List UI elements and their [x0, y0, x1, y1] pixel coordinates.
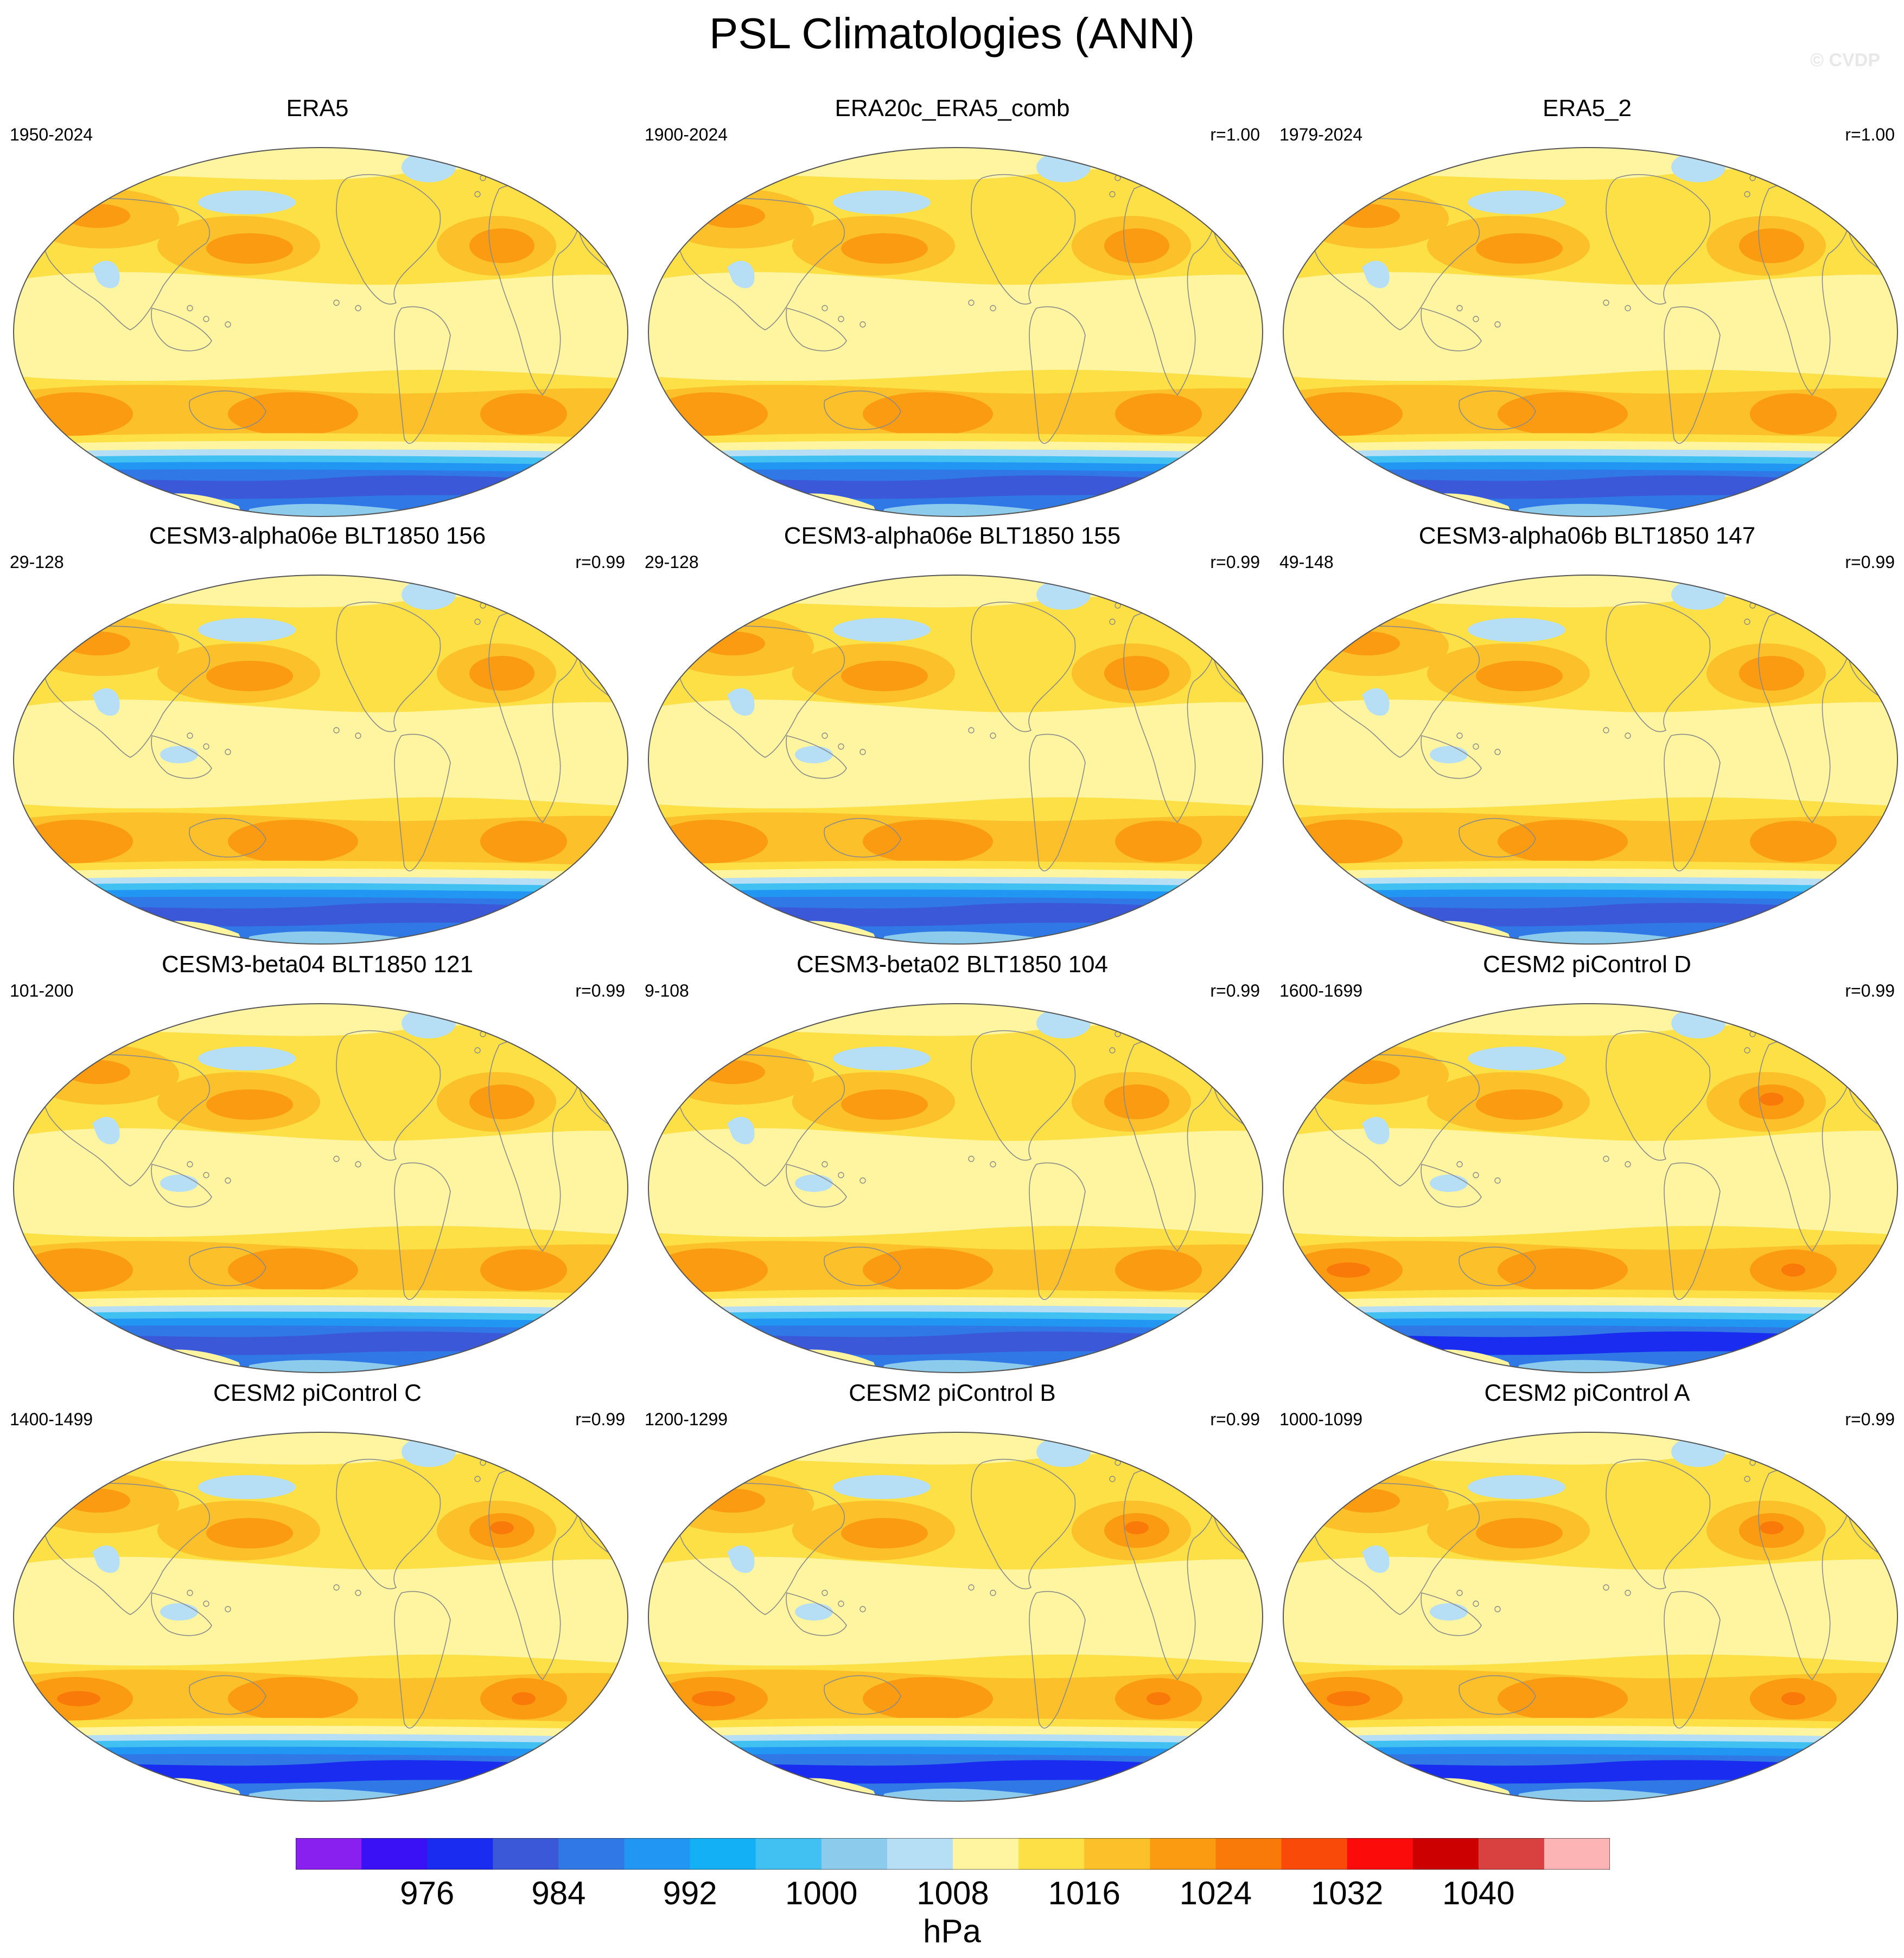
- panel-title: ERA20c_ERA5_comb: [835, 95, 1070, 122]
- map-panel: CESM2 piControl A 1000-1099 r=0.99: [1270, 1378, 1904, 1804]
- panel-correlation: r=0.99: [1845, 552, 1895, 572]
- panel-correlation: r=0.99: [575, 552, 625, 572]
- colorbar-tick-label: 1016: [1048, 1875, 1120, 1911]
- map-panel: CESM2 piControl B 1200-1299 r=0.99: [635, 1378, 1270, 1804]
- psl-map: [648, 1432, 1263, 1802]
- colorbar-swatch: [1150, 1838, 1216, 1870]
- panel-correlation: r=1.00: [1210, 125, 1260, 144]
- colorbar-swatch: [296, 1838, 362, 1870]
- panel-title: CESM3-alpha06b BLT1850 147: [1418, 522, 1756, 549]
- psl-map: [1283, 1432, 1898, 1802]
- colorbar: [296, 1838, 1610, 1870]
- panel-title: CESM3-beta02 BLT1850 104: [797, 951, 1108, 978]
- map-panel: ERA5_2 1979-2024 r=1.00: [1270, 93, 1904, 519]
- colorbar-swatch: [1084, 1838, 1150, 1870]
- map-panel: CESM3-alpha06e BLT1850 156 29-128 r=0.99: [0, 521, 635, 947]
- colorbar-swatch: [1412, 1838, 1479, 1870]
- panel-correlation: r=0.99: [1845, 981, 1895, 1000]
- panel-correlation: r=0.99: [1845, 1409, 1895, 1429]
- colorbar-swatch: [1281, 1838, 1348, 1870]
- psl-map: [13, 1003, 628, 1373]
- psl-map: [1283, 147, 1898, 517]
- colorbar-tick-label: 1008: [916, 1875, 989, 1911]
- panel-title: CESM2 piControl A: [1484, 1380, 1690, 1406]
- map-panel: CESM3-beta02 BLT1850 104 9-108 r=0.99: [635, 949, 1270, 1375]
- colorbar-swatch: [1478, 1838, 1545, 1870]
- panel-year-range: 1950-2024: [10, 125, 93, 144]
- colorbar-swatch: [1215, 1838, 1282, 1870]
- panel-year-range: 1600-1699: [1279, 981, 1363, 1000]
- colorbar-units: hPa: [923, 1913, 981, 1949]
- colorbar-swatch: [755, 1838, 822, 1870]
- colorbar-swatch: [558, 1838, 625, 1870]
- figure-title: PSL Climatologies (ANN): [709, 9, 1195, 58]
- panel-correlation: r=1.00: [1845, 125, 1895, 144]
- panel-year-range: 1000-1099: [1279, 1409, 1363, 1429]
- map-panel: CESM3-alpha06b BLT1850 147 49-148 r=0.99: [1270, 521, 1904, 947]
- panel-year-range: 29-128: [645, 552, 699, 572]
- panel-correlation: r=0.99: [575, 1409, 625, 1429]
- map-panel: CESM2 piControl C 1400-1499 r=0.99: [0, 1378, 635, 1804]
- colorbar-swatch: [887, 1838, 953, 1870]
- panel-title: ERA5_2: [1543, 95, 1632, 122]
- panel-year-range: 101-200: [10, 981, 74, 1000]
- panel-year-range: 49-148: [1279, 552, 1334, 572]
- psl-map: [13, 1432, 628, 1802]
- panel-title: ERA5: [286, 95, 349, 122]
- colorbar-swatch: [624, 1838, 691, 1870]
- colorbar-swatch: [953, 1838, 1019, 1870]
- panel-title: CESM2 piControl C: [213, 1380, 422, 1406]
- psl-map: [13, 147, 628, 517]
- colorbar-tick-label: 976: [400, 1875, 455, 1911]
- colorbar-tick-label: 1032: [1310, 1875, 1384, 1911]
- panel-year-range: 1200-1299: [645, 1409, 728, 1429]
- colorbar-tick-label: 992: [663, 1875, 717, 1911]
- panel-year-range: 1979-2024: [1279, 125, 1363, 144]
- colorbar-swatch: [690, 1838, 756, 1870]
- psl-map: [1283, 1003, 1898, 1373]
- map-panel: CESM2 piControl D 1600-1699 r=0.99: [1270, 949, 1904, 1375]
- panel-correlation: r=0.99: [1210, 1409, 1260, 1429]
- panel-title: CESM3-alpha06e BLT1850 156: [149, 522, 486, 549]
- colorbar-tick-label: 984: [531, 1875, 586, 1911]
- colorbar-swatch: [1544, 1838, 1610, 1870]
- panel-correlation: r=0.99: [1210, 981, 1260, 1000]
- colorbar-tick-label: 1024: [1179, 1875, 1252, 1911]
- colorbar-swatch: [427, 1838, 493, 1870]
- colorbar-tick-label: 1000: [785, 1875, 858, 1911]
- colorbar-swatch: [493, 1838, 559, 1870]
- psl-map: [648, 147, 1263, 517]
- panel-title: CESM2 piControl D: [1483, 951, 1691, 978]
- panel-title: CESM3-alpha06e BLT1850 155: [784, 522, 1121, 549]
- psl-map: [648, 1003, 1263, 1373]
- colorbar-swatch: [1347, 1838, 1413, 1870]
- cvdp-watermark: © CVDP: [1810, 50, 1880, 71]
- panel-year-range: 9-108: [645, 981, 689, 1000]
- panel-year-range: 1900-2024: [645, 125, 728, 144]
- panel-correlation: r=0.99: [575, 981, 625, 1000]
- panel-correlation: r=0.99: [1210, 552, 1260, 572]
- panel-year-range: 1400-1499: [10, 1409, 93, 1429]
- map-panel: CESM3-beta04 BLT1850 121 101-200 r=0.99: [0, 949, 635, 1375]
- colorbar-swatch: [361, 1838, 428, 1870]
- colorbar-swatch: [1018, 1838, 1085, 1870]
- map-panel: CESM3-alpha06e BLT1850 155 29-128 r=0.99: [635, 521, 1270, 947]
- psl-map: [1283, 575, 1898, 945]
- panel-title: CESM2 piControl B: [849, 1380, 1056, 1406]
- colorbar-swatch: [821, 1838, 888, 1870]
- psl-map: [13, 575, 628, 945]
- colorbar-tick-label: 1040: [1442, 1875, 1515, 1911]
- psl-map: [648, 575, 1263, 945]
- map-panel: ERA5 1950-2024: [0, 93, 635, 519]
- map-panel: ERA20c_ERA5_comb 1900-2024 r=1.00: [635, 93, 1270, 519]
- panel-title: CESM3-beta04 BLT1850 121: [162, 951, 473, 978]
- panel-year-range: 29-128: [10, 552, 64, 572]
